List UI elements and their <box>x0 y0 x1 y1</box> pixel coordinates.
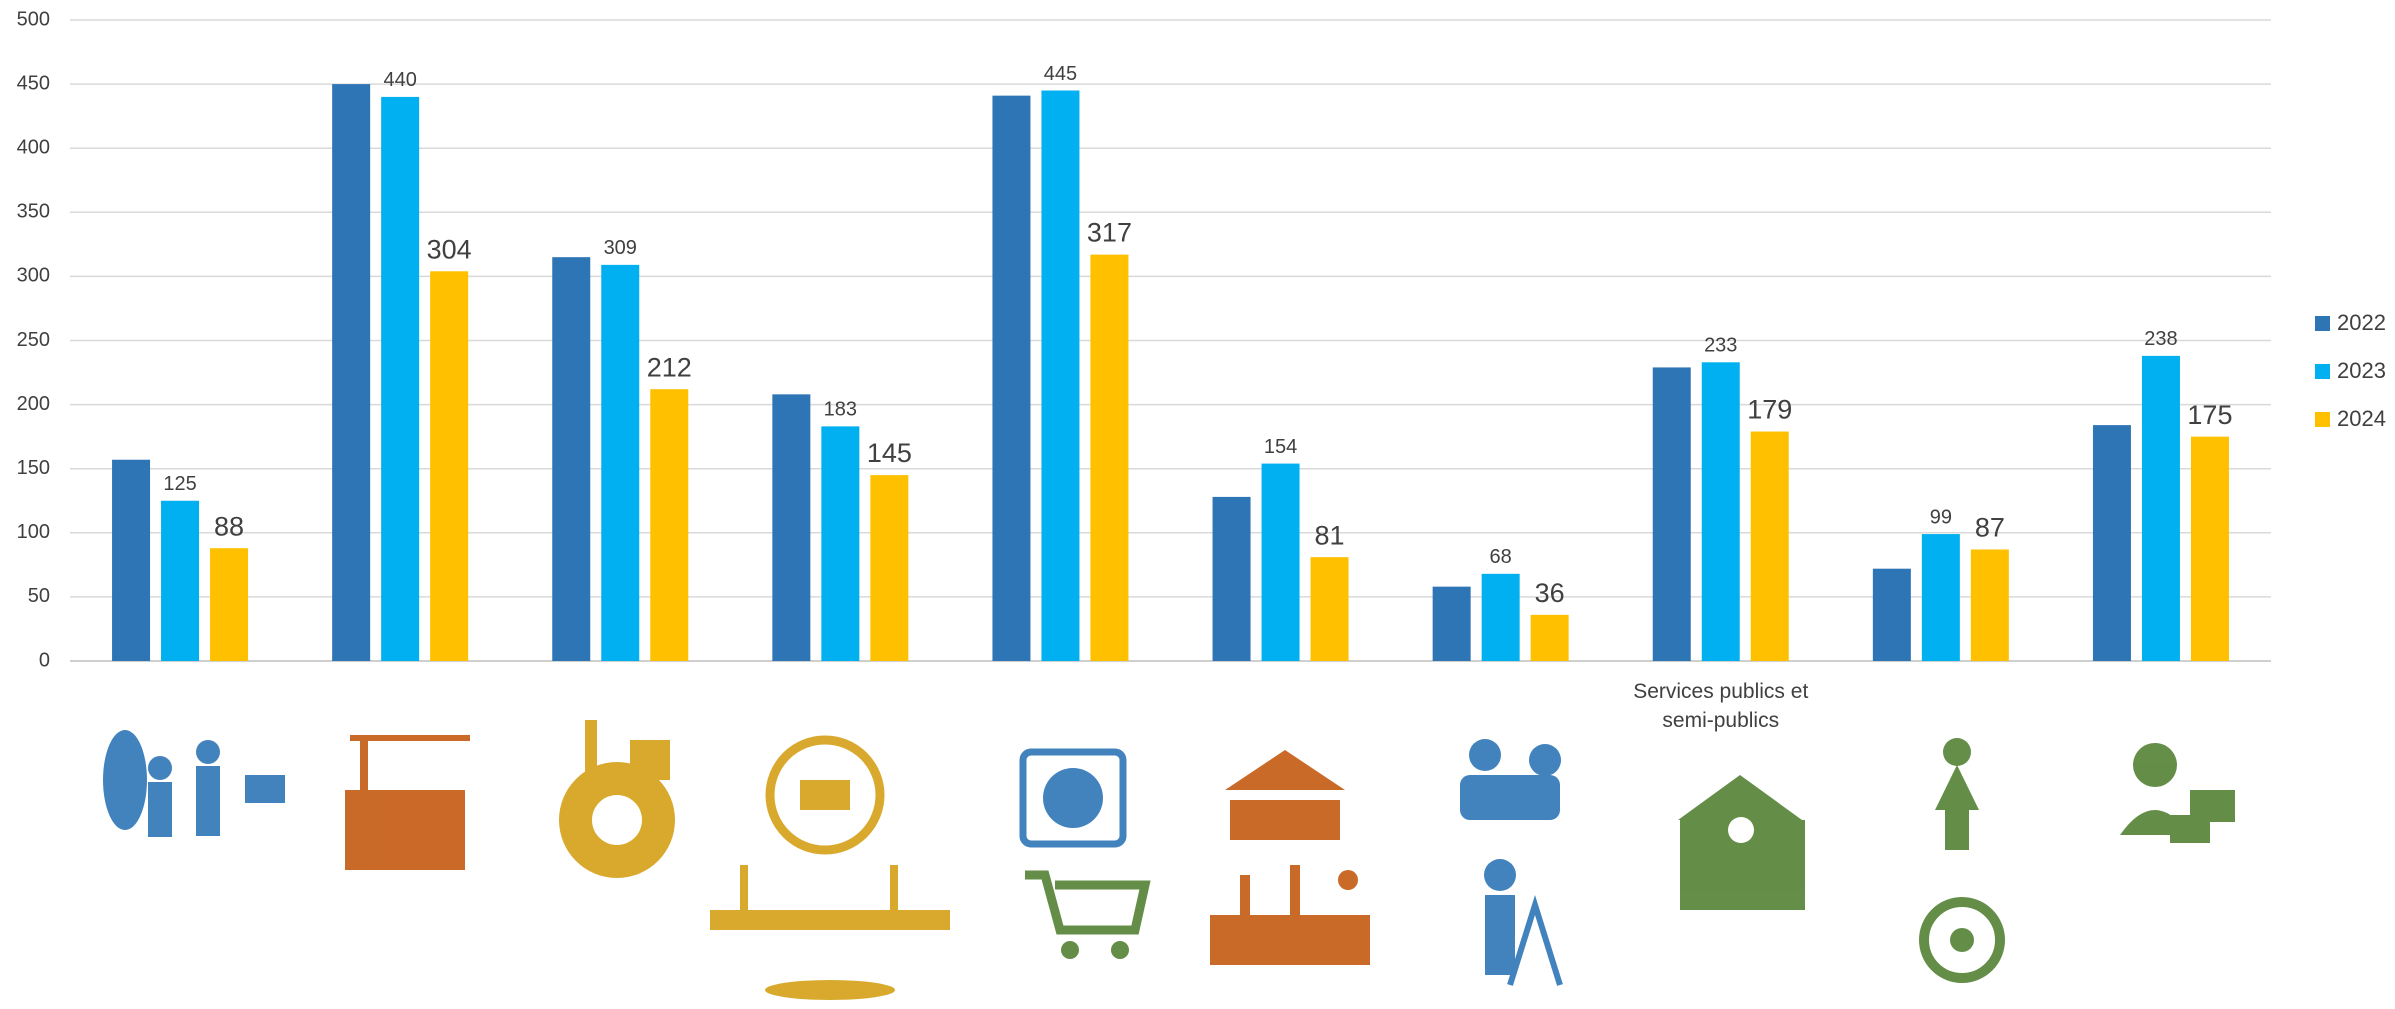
bar <box>772 394 811 661</box>
bar <box>650 389 689 661</box>
y-tick-label: 400 <box>17 136 50 158</box>
data-label: 68 <box>1490 546 1512 568</box>
bar <box>1921 534 1960 661</box>
icon-agriculture <box>103 730 285 837</box>
y-tick-label: 250 <box>17 329 50 351</box>
data-label: 233 <box>1704 335 1737 357</box>
icon-btp <box>345 735 470 870</box>
bar <box>1261 463 1300 661</box>
bar <box>1041 90 1080 661</box>
data-label: 304 <box>427 234 472 264</box>
data-label: 440 <box>383 69 416 91</box>
y-tick-label: 50 <box>28 585 50 607</box>
legend-label: 2023 <box>2337 358 2386 383</box>
bar <box>2141 355 2180 661</box>
legend-swatch <box>2315 412 2330 427</box>
bar <box>1481 573 1520 661</box>
bar <box>1652 367 1691 661</box>
data-label: 154 <box>1264 436 1297 458</box>
data-label: 179 <box>1747 395 1792 425</box>
data-label: 99 <box>1930 506 1952 528</box>
icon-divers <box>1919 738 2005 983</box>
legend-label: 2022 <box>2337 310 2386 335</box>
bar <box>332 84 371 662</box>
data-label: 183 <box>824 399 857 421</box>
data-label: 81 <box>1315 520 1345 550</box>
icons <box>103 720 2235 1000</box>
bar <box>1212 496 1251 661</box>
y-tick-label: 200 <box>17 393 50 415</box>
data-label: 87 <box>1975 513 2005 543</box>
data-label: 145 <box>867 438 912 468</box>
bar <box>112 459 151 661</box>
bar <box>381 96 420 662</box>
icon-professions <box>1460 739 1563 986</box>
icon-bureaux <box>2120 743 2235 843</box>
y-tick-label: 150 <box>17 457 50 479</box>
y-tick-label: 100 <box>17 521 50 543</box>
bar <box>1970 549 2009 661</box>
bar <box>210 548 249 661</box>
data-label: 309 <box>604 237 637 259</box>
y-tick-label: 450 <box>17 72 50 94</box>
data-label: 88 <box>214 511 244 541</box>
legend-swatch <box>2315 364 2330 379</box>
bar <box>430 271 469 661</box>
bar <box>870 475 909 661</box>
bar <box>1432 586 1471 661</box>
bar <box>1090 254 1129 661</box>
bar <box>1530 614 1569 661</box>
bar <box>1872 568 1911 661</box>
bar <box>601 264 640 661</box>
icon-industry <box>559 720 675 878</box>
icon-transport <box>710 735 950 1000</box>
data-label: 238 <box>2144 328 2177 350</box>
bar <box>992 95 1031 661</box>
bar <box>821 426 860 661</box>
legend-label: 2024 <box>2337 406 2386 431</box>
y-tick-label: 300 <box>17 265 50 287</box>
icon-mines <box>1210 750 1370 965</box>
legend-swatch <box>2315 316 2330 331</box>
data-label: 212 <box>647 352 692 382</box>
icon-services <box>1678 775 1805 910</box>
bar <box>1750 431 1789 661</box>
bar <box>2092 425 2131 661</box>
data-label: 317 <box>1087 218 1132 248</box>
bar <box>161 500 200 661</box>
data-label: 36 <box>1535 578 1565 608</box>
bar <box>1701 362 1740 661</box>
data-label: 445 <box>1044 63 1077 85</box>
x-tick-label: Services publics et semi-publics <box>1633 680 1808 732</box>
y-tick-label: 0 <box>39 649 50 671</box>
y-tick-label: 350 <box>17 201 50 223</box>
bar <box>2190 436 2229 661</box>
bar <box>552 257 591 661</box>
data-label: 175 <box>2187 400 2232 430</box>
bar <box>1310 557 1349 661</box>
y-tick-label: 500 <box>17 8 50 30</box>
data-label: 125 <box>163 473 196 495</box>
icon-commerce <box>1019 748 1151 959</box>
